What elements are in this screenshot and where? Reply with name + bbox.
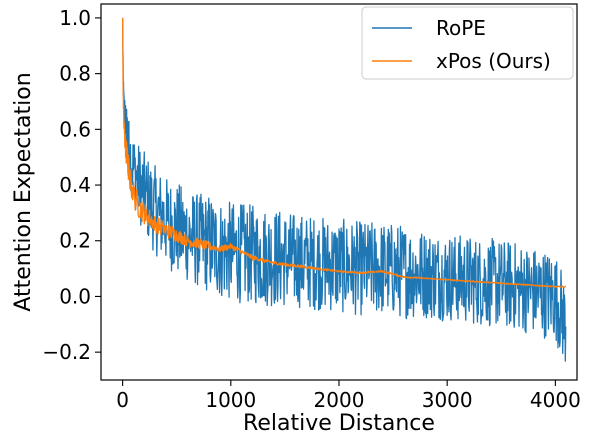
series-line-rope <box>121 17 567 362</box>
y-tick-label: 0.4 <box>59 173 91 197</box>
y-tick-label: 0.0 <box>59 284 91 308</box>
legend: RoPE xPos (Ours) <box>361 6 574 80</box>
y-tick-label: −0.2 <box>42 340 91 364</box>
y-axis-label: Attention Expectation <box>11 72 36 311</box>
y-tick-label: 0.2 <box>59 229 91 253</box>
legend-entry-label: xPos (Ours) <box>436 49 551 73</box>
y-tick-label: 0.8 <box>59 62 91 86</box>
x-axis: 0 1000 2000 3000 4000 <box>116 380 581 412</box>
x-tick-label: 4000 <box>530 388 581 412</box>
y-axis: −0.2 0.0 0.2 0.4 0.6 0.8 1.0 <box>42 6 101 364</box>
y-tick-label: 1.0 <box>59 6 91 30</box>
legend-entry-label: RoPE <box>436 16 486 40</box>
x-tick-label: 1000 <box>205 388 256 412</box>
x-axis-label: Relative Distance <box>243 411 435 436</box>
x-tick-label: 3000 <box>422 388 473 412</box>
x-tick-label: 2000 <box>314 388 365 412</box>
series-layer <box>121 17 567 362</box>
series-line-xpos <box>121 17 566 288</box>
y-tick-label: 0.6 <box>59 117 91 141</box>
x-tick-label: 0 <box>116 388 129 412</box>
legend-box <box>361 6 574 80</box>
